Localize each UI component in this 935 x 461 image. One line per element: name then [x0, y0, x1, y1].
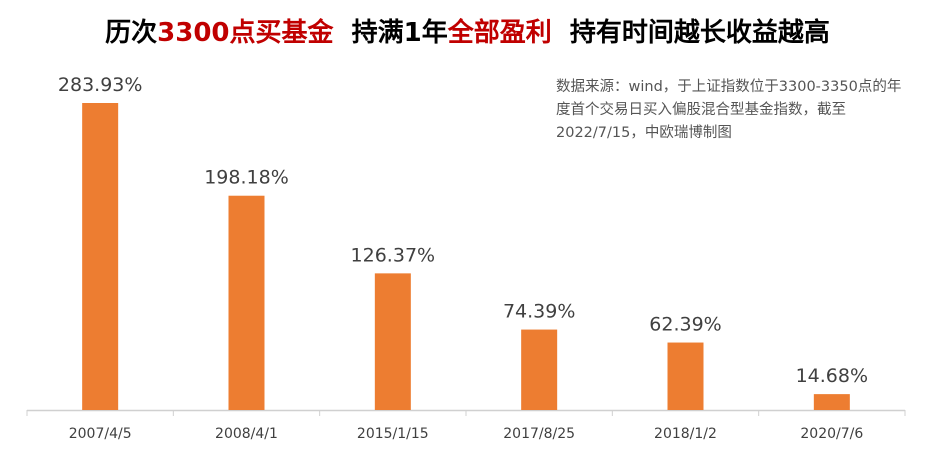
title-part: 持有时间越长收益越高: [551, 18, 830, 48]
title-part: 持满1年: [333, 18, 448, 48]
title-part: 历次: [105, 18, 158, 48]
bar: [82, 103, 119, 410]
data-label: 126.37%: [351, 244, 436, 266]
data-label: 198.18%: [204, 167, 289, 189]
bar: [228, 195, 265, 410]
title-part-highlight: 全部盈利: [447, 18, 552, 48]
x-tick-label: 2007/4/5: [69, 426, 132, 442]
data-label: 74.39%: [503, 301, 575, 323]
bar: [667, 342, 704, 410]
x-tick-label: 2015/1/15: [357, 426, 429, 442]
data-label: 283.93%: [58, 74, 143, 96]
bar: [813, 394, 850, 410]
x-tick-label: 2008/4/1: [215, 426, 278, 442]
data-label: 62.39%: [649, 314, 721, 336]
x-tick-label: 2020/7/6: [800, 426, 863, 442]
data-label: 14.68%: [796, 365, 868, 387]
x-tick-label: 2017/8/25: [503, 426, 575, 442]
bar: [521, 329, 558, 410]
chart-title: 历次3300点买基金 持满1年全部盈利 持有时间越长收益越高: [0, 12, 935, 49]
bar: [374, 273, 411, 410]
source-note: 数据来源：wind，于上证指数位于3300-3350点的年度首个交易日买入偏股混…: [556, 79, 902, 141]
title-part-highlight: 3300点买基金: [157, 18, 334, 48]
x-tick-label: 2018/1/2: [654, 426, 717, 442]
